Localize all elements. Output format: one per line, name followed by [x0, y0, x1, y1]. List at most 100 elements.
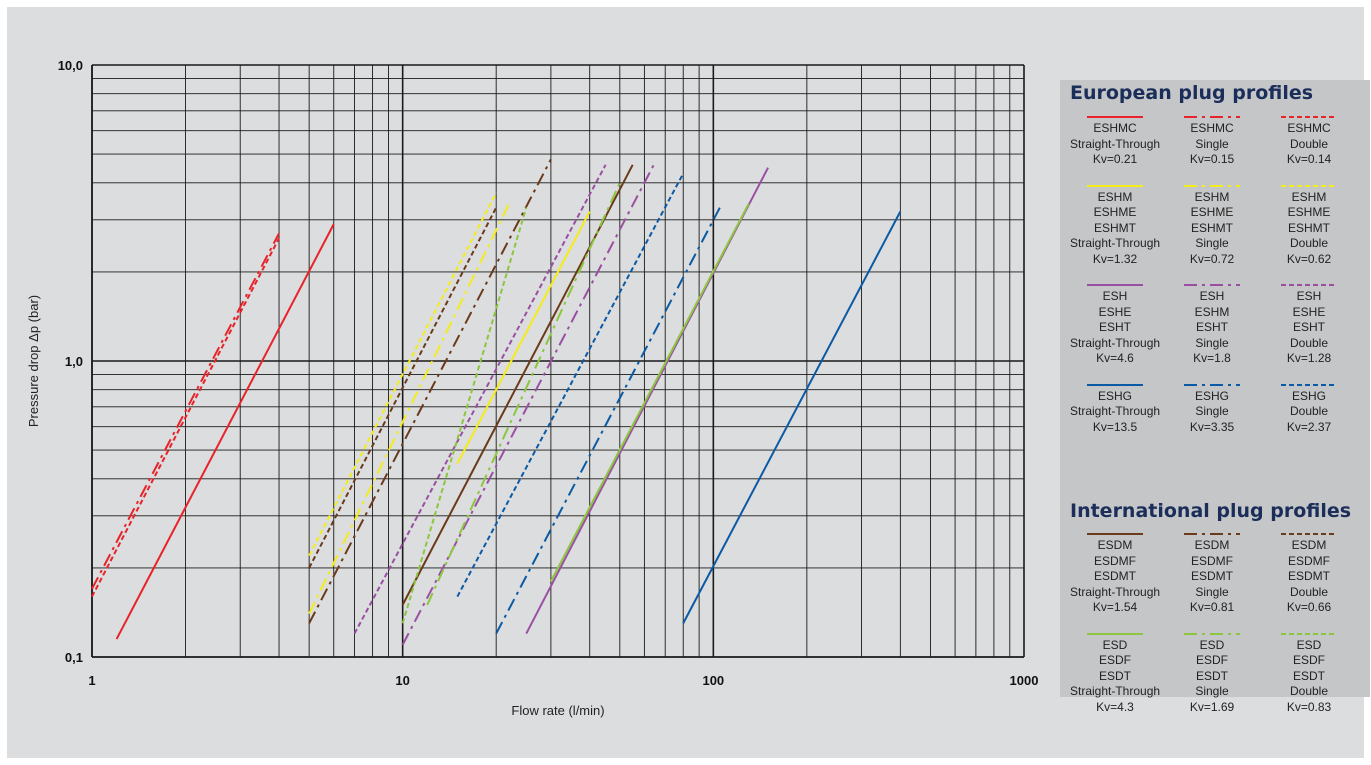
legend-label: Double — [1289, 584, 1329, 599]
legend-label: Double — [1289, 136, 1329, 151]
y-tick-label: 1,0 — [65, 354, 83, 369]
series-line-2 — [91, 237, 280, 598]
legend-swatch — [1184, 284, 1240, 286]
legend-label: Straight-Through — [1070, 335, 1161, 350]
legend-label: Kv=4.6 — [1096, 351, 1134, 365]
legend-item-eshg-dashdot: ESHG Single Kv=3.35 — [1167, 382, 1257, 436]
legend-swatch — [1087, 116, 1143, 118]
legend-swatch — [1281, 116, 1337, 118]
legend-label: Kv=3.35 — [1189, 419, 1235, 434]
legend-label: ESHG — [1097, 388, 1132, 403]
legend-item-esd-dashed: ESD ESDF ESDT Double Kv=0.83 — [1264, 631, 1354, 716]
legend-label: ESDM — [1097, 538, 1133, 552]
legend-label: ESHMT — [1094, 220, 1136, 235]
legend-label: ESDT — [1098, 668, 1131, 683]
series-line-14 — [308, 207, 498, 569]
legend-item-esh-dashdot: ESH ESHM ESHT Single Kv=1.8 — [1167, 282, 1257, 367]
legend-label: ESD — [1199, 637, 1225, 652]
legend-item-esdm-solid: ESDM ESDMF ESDMT Straight-Through Kv=1.54 — [1070, 531, 1160, 616]
legend-label: Kv=1.32 — [1092, 251, 1138, 266]
legend-label: Kv=0.83 — [1286, 699, 1332, 714]
legend-swatch — [1281, 184, 1337, 187]
legend-label: Double — [1289, 236, 1329, 250]
legend-label: ESHE — [1098, 304, 1132, 319]
legend-swatch — [1184, 116, 1240, 118]
legend-item-esd-dashdot: ESD ESDF ESDT Single Kv=1.69 — [1167, 631, 1257, 716]
legend-label: ESHG — [1194, 388, 1229, 403]
legend-label: ESHMC — [1287, 121, 1331, 135]
legend-label: Kv=0.14 — [1286, 152, 1332, 166]
series-line-9 — [682, 211, 902, 624]
legend-label: ESHM — [1194, 189, 1230, 204]
series-line-1 — [91, 232, 280, 590]
x-tick-label: 10 — [395, 673, 409, 688]
series-line-8 — [353, 164, 607, 635]
legend-swatch — [1184, 632, 1240, 635]
pressure-drop-chart: 1 10 100 1000 0,1 1,0 10,0 Flow rate (l/min) P… — [26, 58, 1039, 718]
series-line-10 — [495, 207, 721, 635]
legend-label: ESDMT — [1094, 569, 1136, 583]
legend-label: ESHME — [1190, 205, 1234, 219]
legend-item-eshg-solid: ESHG Straight-Through Kv=13.5 — [1070, 382, 1160, 436]
legend-label: ESHG — [1291, 388, 1326, 403]
legend-swatch — [1087, 632, 1143, 635]
legend-label: Kv=0.66 — [1286, 600, 1332, 614]
x-tick-label: 1 — [88, 673, 95, 688]
legend-label: ESDM — [1194, 538, 1230, 552]
legend-label: Double — [1289, 684, 1329, 698]
legend-label: Double — [1289, 335, 1329, 350]
legend-swatch — [1281, 533, 1337, 535]
legend-label: ESD — [1102, 637, 1128, 652]
legend-label: Kv=0.72 — [1189, 251, 1235, 266]
legend-label: Straight-Through — [1070, 584, 1161, 599]
legend-label: ESHM — [1097, 189, 1133, 204]
legend-label: ESHM — [1291, 189, 1327, 204]
legend-label: ESDMT — [1288, 569, 1330, 583]
legend-label: Kv=1.8 — [1193, 351, 1231, 365]
legend-label: Single — [1195, 136, 1229, 151]
y-tick-label: 10,0 — [58, 58, 83, 73]
legend-swatch — [1184, 533, 1240, 535]
legend-label: Straight-Through — [1070, 684, 1161, 698]
legend-label: ESH — [1199, 289, 1225, 303]
legend-swatch — [1281, 284, 1337, 286]
chart-panel: 1 10 100 1000 0,1 1,0 10,0 Flow rate (l/min) P… — [7, 7, 1370, 758]
legend-label: ESHMC — [1093, 121, 1137, 135]
legend-label: ESDT — [1292, 668, 1325, 683]
tick-labels: 1 10 100 1000 0,1 1,0 10,0 — [58, 58, 1039, 688]
series-line-17 — [401, 207, 528, 624]
legend-swatch — [1281, 632, 1337, 635]
legend-item-eshm-solid: ESHM ESHME ESHMT Straight-Through Kv=1.32 — [1070, 183, 1160, 268]
legend-label: ESH — [1102, 289, 1128, 303]
legend-item-eshmc-dashed: ESHMC Double Kv=0.14 — [1264, 114, 1354, 168]
legend-item-eshmc-dashdot: ESHMC Single Kv=0.15 — [1167, 114, 1257, 168]
legend-label: Kv=1.54 — [1092, 600, 1138, 614]
legend-label: ESHMT — [1288, 220, 1330, 235]
legend-swatch — [1087, 383, 1143, 386]
legend-label: ESHMC — [1190, 121, 1234, 135]
legend-swatch — [1087, 533, 1143, 535]
legend-swatch — [1281, 383, 1337, 386]
legend-label: ESDMT — [1191, 569, 1233, 583]
legend-label: Straight-Through — [1070, 136, 1161, 151]
y-tick-label: 0,1 — [65, 650, 83, 665]
legend-item-esh-dashed: ESH ESHE ESHT Double Kv=1.28 — [1264, 282, 1354, 367]
legend-label: Straight-Through — [1070, 404, 1161, 418]
legend: European plug profiles International plu… — [1060, 80, 1370, 714]
legend-label: ESDM — [1291, 538, 1327, 552]
legend-label: Kv=13.5 — [1092, 419, 1138, 434]
legend-item-esh-solid: ESH ESHE ESHT Straight-Through Kv=4.6 — [1070, 282, 1160, 367]
series-line-5 — [308, 192, 498, 557]
series-line-3 — [456, 211, 591, 465]
legend-label: Double — [1289, 404, 1329, 418]
legend-label: Single — [1195, 236, 1229, 250]
legend-label: Kv=4.3 — [1096, 699, 1134, 714]
x-axis-label: Flow rate (l/min) — [511, 703, 604, 718]
legend-label: Straight-Through — [1070, 236, 1161, 250]
legend-label: Single — [1195, 404, 1229, 418]
legend-label: Kv=0.81 — [1189, 600, 1235, 614]
legend-label: ESHT — [1292, 320, 1325, 334]
legend-swatch — [1184, 184, 1240, 187]
legend-label: ESHME — [1093, 205, 1137, 219]
legend-swatch — [1184, 383, 1240, 386]
